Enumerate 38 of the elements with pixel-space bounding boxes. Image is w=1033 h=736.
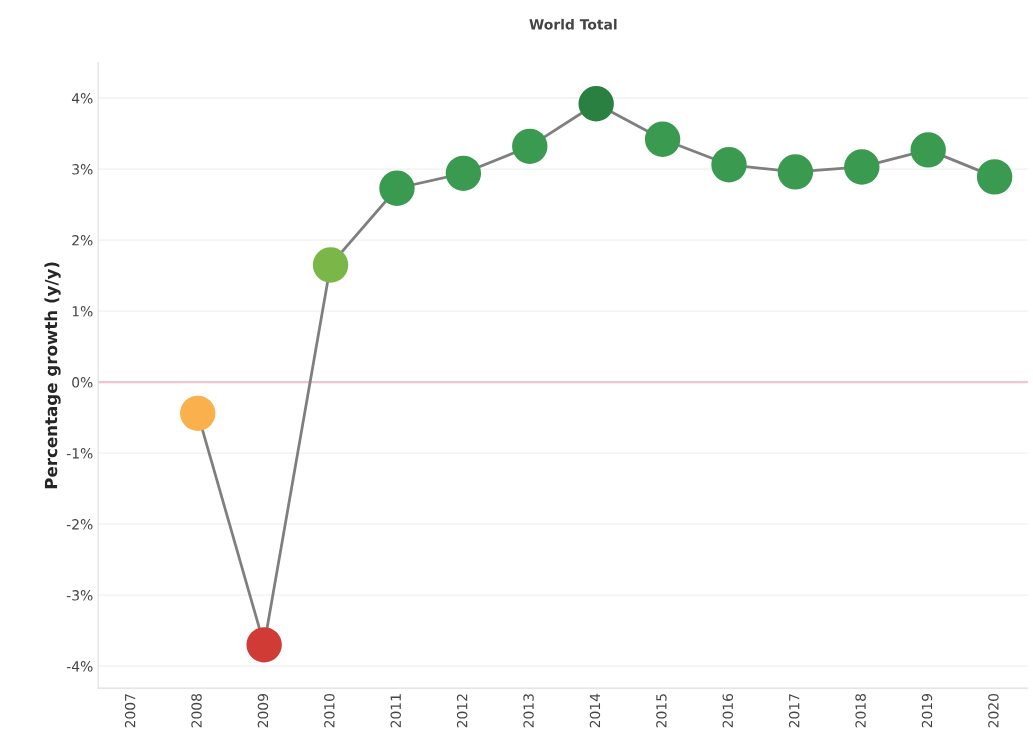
point — [379, 170, 415, 206]
y-tick-label: -3% — [66, 590, 93, 601]
x-tick-label: 2018 — [855, 693, 866, 728]
chart-title: World Total — [529, 18, 617, 30]
point — [844, 149, 880, 185]
point — [180, 395, 216, 432]
y-tick-label: -1% — [66, 448, 93, 459]
point — [644, 121, 681, 157]
x-tick-label: 2012 — [456, 694, 468, 728]
x-tick-label: 2020 — [988, 693, 999, 728]
x-tick-label: 2013 — [523, 694, 534, 728]
point — [512, 128, 548, 165]
x-tick-label: 2008 — [191, 693, 202, 728]
y-axis-title: Percentage growth (y/y) — [44, 262, 61, 489]
x-tick-label: 2016 — [722, 693, 734, 728]
x-tick-label: 2007 — [124, 694, 136, 728]
x-tick-label: 2010 — [324, 693, 335, 728]
x-tick-label: 2019 — [921, 694, 933, 728]
x-tick-label: 2017 — [788, 694, 800, 728]
y-tick-label: 3% — [72, 164, 93, 175]
y-tick-label: -2% — [66, 519, 93, 530]
y-tick-label: 1% — [72, 306, 93, 317]
y-tick-label: 0% — [72, 377, 93, 388]
x-tick-label: 2011 — [390, 694, 401, 728]
point — [246, 627, 282, 663]
point — [777, 154, 814, 190]
point — [910, 132, 946, 168]
x-tick-label: 2015 — [656, 694, 667, 728]
point — [711, 147, 747, 183]
y-tick-label: 2% — [72, 235, 93, 246]
point — [445, 155, 482, 192]
x-tick-label: 2014 — [589, 693, 601, 728]
point — [312, 247, 349, 283]
y-tick-label: -4% — [66, 661, 93, 672]
point — [578, 86, 614, 122]
x-tick-label: 2009 — [257, 694, 269, 728]
point — [976, 159, 1013, 195]
y-tick-label: 4% — [71, 93, 93, 104]
